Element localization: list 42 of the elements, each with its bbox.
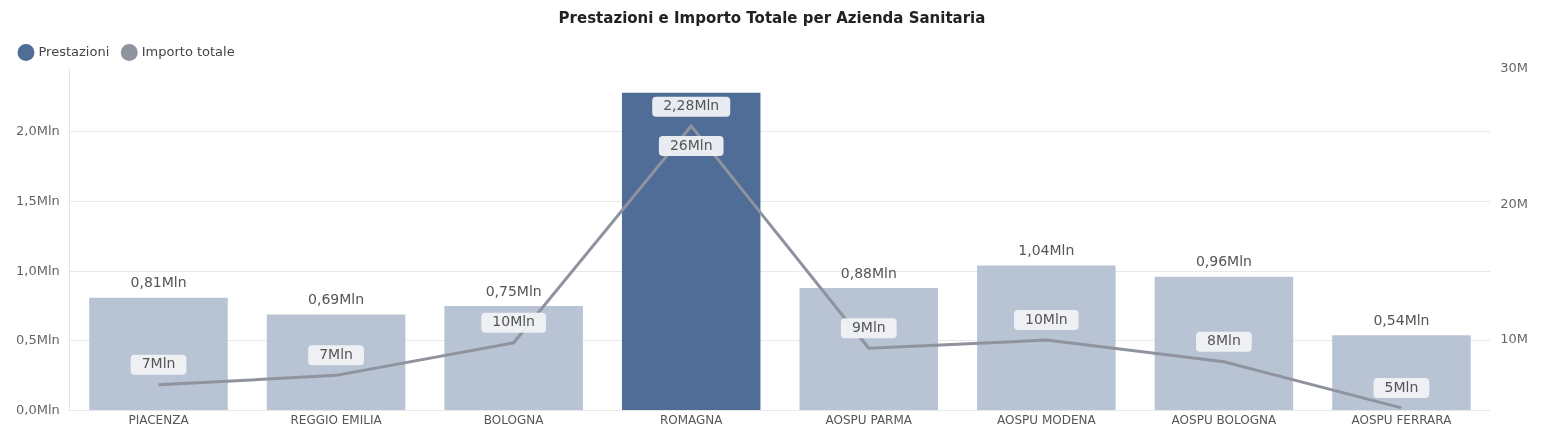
legend-label: Prestazioni bbox=[38, 43, 110, 59]
bar bbox=[266, 314, 406, 411]
x-tick-label: AOSPU BOLOGNA bbox=[1171, 412, 1277, 427]
data-label: 9Mln bbox=[851, 318, 886, 335]
bar bbox=[89, 297, 228, 411]
data-label: 7Mln bbox=[319, 346, 353, 362]
y2-tick-label: 20M bbox=[1500, 195, 1529, 211]
data-label: 0,88Mln bbox=[840, 264, 897, 281]
x-tick-label: BOLOGNA bbox=[483, 412, 545, 427]
x-tick-label: ROMAGNA bbox=[659, 412, 724, 427]
y2-tick-label: 10M bbox=[1500, 331, 1529, 347]
y-tick-label: 1,0Mln bbox=[15, 262, 60, 278]
data-label: 7Mln bbox=[141, 355, 176, 372]
x-tick-label: AOSPU PARMA bbox=[825, 412, 913, 427]
x-tick-label: AOSPU FERRARA bbox=[1351, 412, 1453, 427]
x-tick-label: REGGIO EMILIA bbox=[290, 412, 383, 427]
data-label: 10Mln bbox=[1025, 310, 1068, 327]
y-tick-label: 0,0Mln bbox=[15, 401, 60, 417]
data-label: 0,96Mln bbox=[1195, 253, 1252, 270]
data-label: 1,04Mln bbox=[1018, 242, 1075, 259]
bar bbox=[444, 306, 583, 411]
data-label: 26Mln bbox=[669, 136, 713, 153]
y2-tick-label: 30M bbox=[1500, 60, 1529, 76]
x-tick-label: AOSPU MODENA bbox=[996, 412, 1097, 427]
data-label: 8Mln bbox=[1207, 332, 1241, 349]
y-tick-label: 2,0Mln bbox=[15, 123, 60, 139]
bar bbox=[977, 265, 1116, 411]
data-label: 0,81Mln bbox=[130, 274, 187, 291]
bar bbox=[621, 92, 761, 411]
data-label: 0,75Mln bbox=[485, 282, 542, 299]
bar bbox=[799, 287, 939, 411]
legend-label: Importo totale bbox=[141, 43, 235, 59]
data-label: 0,54Mln bbox=[1373, 311, 1430, 328]
x-tick-label: PIACENZA bbox=[128, 412, 190, 427]
chart-title: Prestazioni e Importo Totale per Azienda Sanitaria bbox=[558, 8, 986, 27]
data-label: 10Mln bbox=[492, 313, 535, 330]
data-label: 5Mln bbox=[1384, 378, 1419, 395]
y-tick-label: 1,5Mln bbox=[15, 192, 60, 208]
y-tick-label: 0,5Mln bbox=[15, 332, 60, 348]
data-label: 0,69Mln bbox=[308, 291, 365, 308]
data-label: 2,28Mln bbox=[663, 97, 720, 114]
bar bbox=[1154, 276, 1294, 411]
